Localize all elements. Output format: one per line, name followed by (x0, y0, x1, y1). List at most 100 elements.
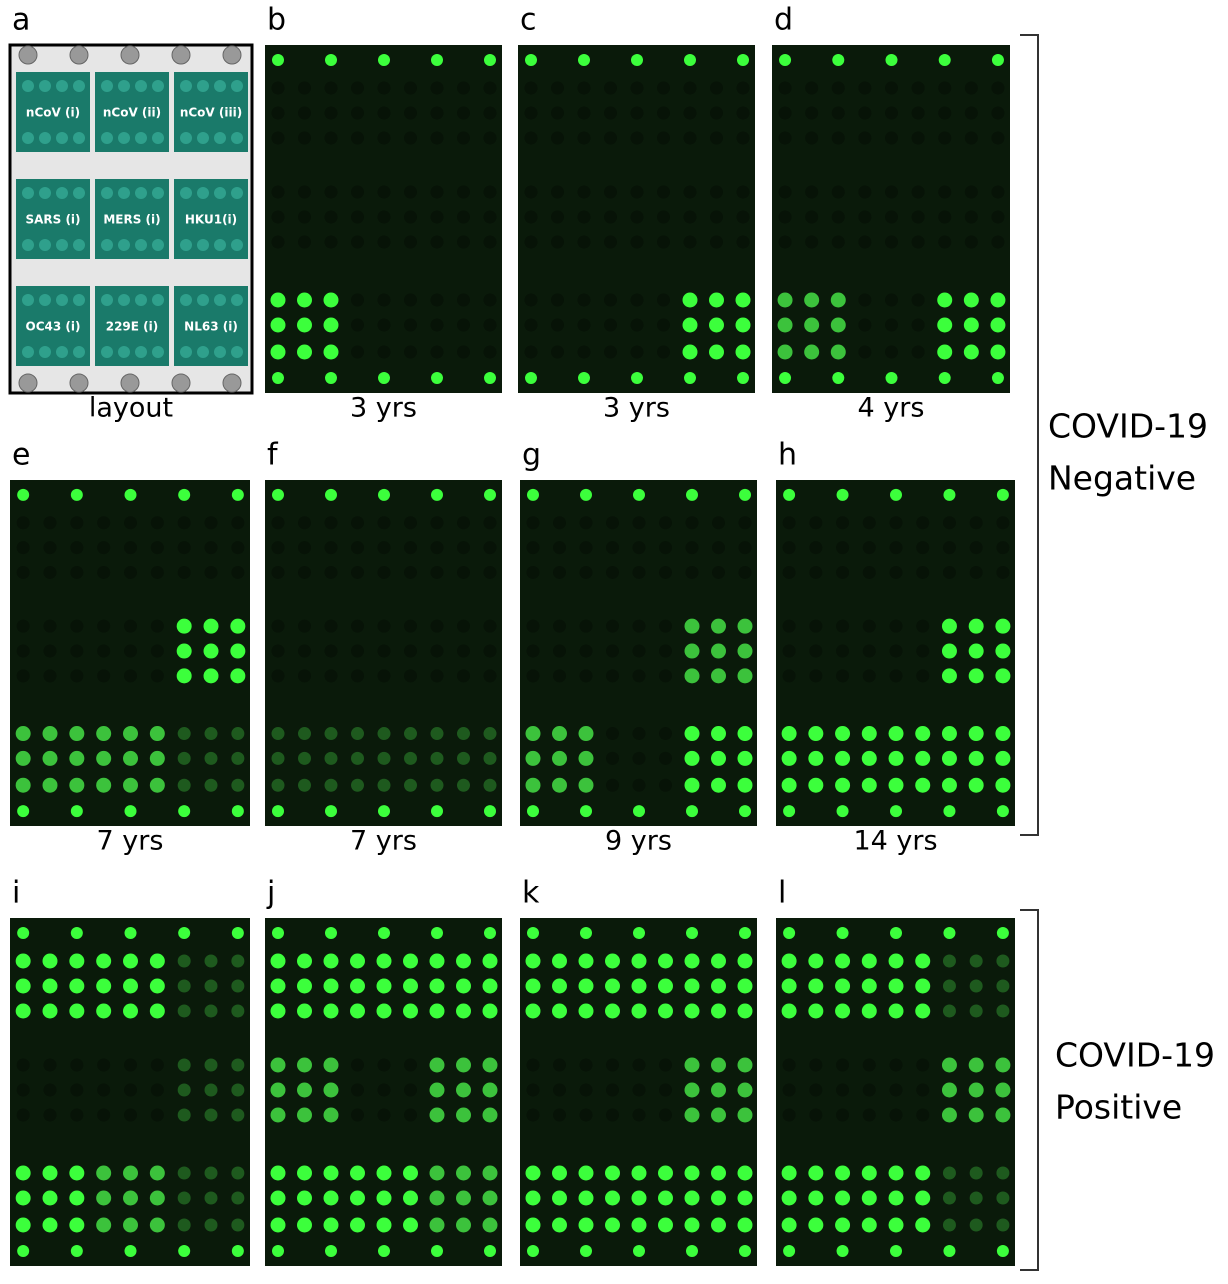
tile-dot (118, 294, 130, 306)
spot (177, 1004, 191, 1018)
panel-caption: 9 yrs (605, 826, 672, 857)
spot (942, 1191, 956, 1205)
spot (404, 1108, 417, 1122)
spot (551, 318, 564, 332)
spot (525, 1190, 541, 1206)
spot (604, 235, 617, 249)
spot (526, 1108, 540, 1122)
spot (995, 777, 1011, 793)
spot (297, 1217, 312, 1233)
spot (16, 516, 30, 530)
spot (525, 1217, 541, 1233)
marker-spot (633, 488, 645, 501)
tile-label: SARS (i) (25, 213, 80, 227)
spot (404, 318, 417, 332)
spot (149, 726, 165, 742)
spot (271, 727, 285, 741)
spot (526, 619, 540, 633)
spot (524, 185, 538, 199)
spot (430, 345, 444, 359)
spot (271, 235, 285, 249)
spot (606, 541, 619, 555)
spot (351, 131, 364, 145)
spot (351, 235, 364, 249)
spot (42, 978, 58, 994)
spot (456, 1107, 471, 1123)
tile-dot (214, 239, 226, 251)
spot (711, 726, 726, 742)
spot (606, 619, 619, 633)
spot (659, 669, 672, 683)
spot (632, 541, 646, 555)
spot (149, 1217, 165, 1233)
marker-spot (231, 488, 244, 501)
spot (482, 978, 498, 994)
spot (483, 318, 497, 332)
spot (430, 516, 444, 530)
spot (124, 1083, 138, 1097)
spot (324, 210, 338, 224)
marker-spot (272, 1245, 284, 1257)
spot (737, 1082, 753, 1098)
panel-letter: j (266, 876, 275, 911)
spot (579, 669, 593, 683)
spot (858, 318, 872, 332)
spot (324, 751, 338, 765)
spot (456, 1057, 471, 1073)
spot (684, 953, 700, 969)
tile-dot (135, 239, 147, 251)
spot (630, 210, 644, 224)
spot (808, 1217, 824, 1233)
spot (430, 185, 444, 199)
marker-spot (739, 805, 751, 818)
marker-spot (580, 1245, 592, 1257)
tile-dot (231, 294, 243, 306)
spot (888, 953, 904, 969)
spot (524, 106, 538, 120)
marker-spot (633, 927, 645, 939)
spot (941, 1057, 957, 1073)
spot (916, 541, 930, 555)
spot (231, 1191, 245, 1205)
spot (831, 81, 845, 95)
spot (324, 619, 338, 633)
spot (298, 106, 311, 120)
marker-spot (484, 372, 496, 384)
spot (808, 978, 824, 994)
spot (782, 1108, 796, 1122)
spot (630, 318, 644, 332)
spot (942, 565, 956, 579)
spot (659, 619, 672, 633)
spot (969, 954, 983, 968)
spot (15, 1003, 31, 1019)
marker-spot (272, 488, 284, 501)
spot (231, 751, 245, 765)
spot (578, 1003, 594, 1019)
tile-dot (73, 132, 85, 144)
marker-spot (178, 927, 191, 939)
panel-caption: 3 yrs (603, 393, 670, 424)
spot (963, 292, 979, 308)
spot (177, 565, 191, 579)
spot (579, 1058, 593, 1072)
spot (996, 565, 1010, 579)
spot (271, 131, 285, 145)
spot (271, 778, 285, 792)
marker-spot (272, 372, 284, 384)
spot (781, 726, 797, 742)
spot (231, 1004, 245, 1018)
marker (120, 373, 140, 393)
marker-spot (938, 54, 951, 66)
spot (404, 293, 417, 307)
tile-dot (39, 132, 51, 144)
spot (404, 644, 417, 658)
spot (377, 516, 391, 530)
marker-spot (737, 372, 749, 384)
spot (231, 1218, 245, 1232)
tile-dot (231, 239, 243, 251)
marker (222, 45, 242, 65)
spot (69, 1190, 85, 1206)
marker-spot (991, 54, 1004, 66)
spot (938, 106, 952, 120)
spot (808, 1003, 824, 1019)
